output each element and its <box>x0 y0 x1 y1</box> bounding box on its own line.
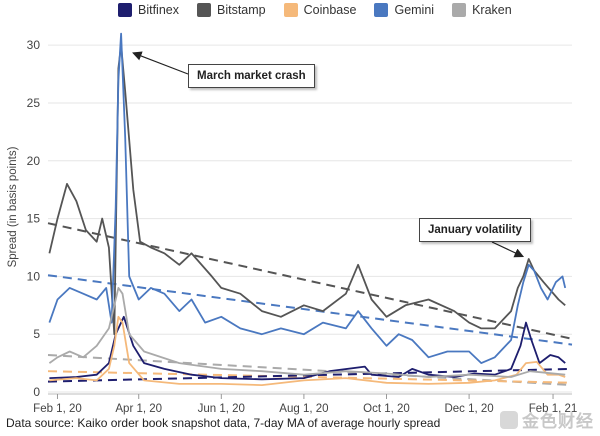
annotation-arrow <box>132 51 189 75</box>
source-note: Data source: Kaiko order book snapshot d… <box>6 416 441 430</box>
y-tick-label: 5 <box>33 327 40 341</box>
x-tick-label: Oct 1, 20 <box>363 403 410 415</box>
y-tick-label: 20 <box>27 154 41 168</box>
x-tick-label: Jun 1, 20 <box>198 403 245 415</box>
legend-label: Kraken <box>472 3 512 17</box>
legend-item-coinbase: Coinbase <box>283 3 357 17</box>
legend-swatch <box>452 3 467 17</box>
y-tick-label: 10 <box>27 269 41 283</box>
x-tick-label: Aug 1, 20 <box>279 403 328 415</box>
x-tick-label: Apr 1, 20 <box>115 403 162 415</box>
legend-label: Bitfinex <box>138 3 179 17</box>
watermark: 金色财经 <box>500 407 594 432</box>
series-line-coinbase <box>49 315 566 386</box>
trendline-bitfinex <box>47 367 573 383</box>
y-tick-label: 0 <box>33 385 40 399</box>
x-tick-label: Dec 1, 20 <box>444 403 493 415</box>
trendlines <box>47 222 573 387</box>
annotation-march-crash: March market crash <box>188 64 315 88</box>
y-tick-label: 25 <box>27 96 41 110</box>
legend-item-kraken: Kraken <box>452 3 512 17</box>
trendline-gemini <box>47 274 573 346</box>
y-tick-label: 15 <box>27 212 41 226</box>
legend-swatch <box>118 3 132 17</box>
legend-item-bitfinex: Bitfinex <box>118 3 179 17</box>
series-line-kraken <box>48 287 566 378</box>
watermark-logo-icon <box>500 410 518 429</box>
legend-item-gemini: Gemini <box>374 3 434 17</box>
legend-swatch <box>197 3 211 17</box>
legend-item-bitstamp: Bitstamp <box>197 3 266 17</box>
x-tick-label: Feb 1, 21 <box>529 403 578 415</box>
legend-swatch <box>374 3 389 17</box>
legend-swatch <box>283 3 298 17</box>
legend-label: Gemini <box>394 3 435 17</box>
watermark-text: 金色财经 <box>522 412 594 431</box>
legend: Bitfinex Bitstamp Coinbase Gemini Kraken <box>118 3 512 17</box>
legend-label: Coinbase <box>303 3 357 17</box>
series-line-bitstamp <box>48 44 566 336</box>
x-tick-label: Feb 1, 20 <box>33 403 82 415</box>
y-axis-label: Spread (in basis points) <box>7 146 19 267</box>
grid <box>48 44 572 393</box>
series-line-bitfinex <box>49 315 566 381</box>
series-line-gemini <box>48 32 567 364</box>
annotations <box>132 51 525 258</box>
legend-label: Bitstamp <box>217 3 266 17</box>
annotation-january-volatility: January volatility <box>419 218 531 242</box>
y-tick-label: 30 <box>27 38 41 52</box>
annotation-arrow <box>491 241 525 258</box>
series-lines <box>48 32 567 386</box>
axes: 0 5 10 15 20 25 30 Feb 1, 20 Apr 1, 20 Jun 1, 20 A… <box>7 38 577 415</box>
